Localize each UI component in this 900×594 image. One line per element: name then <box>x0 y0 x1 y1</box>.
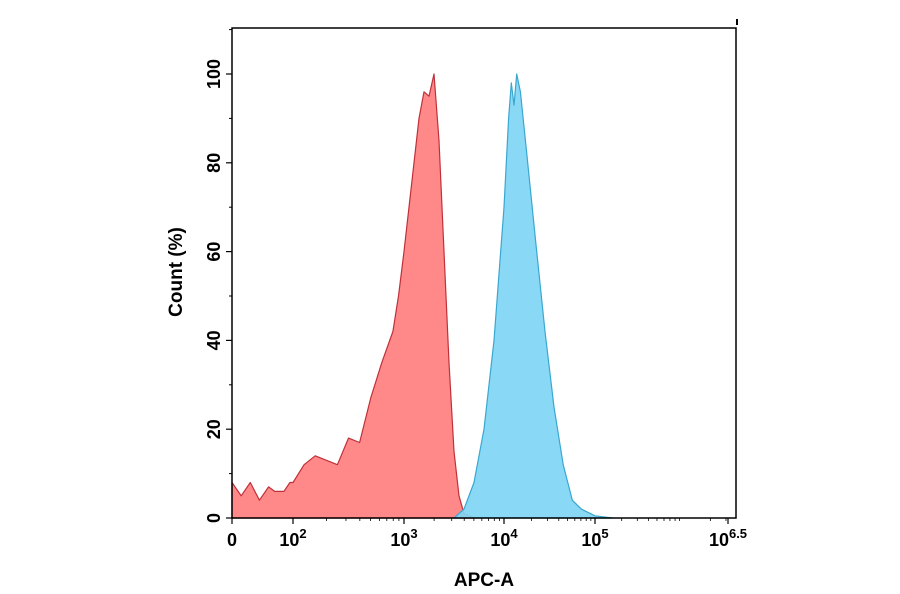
y-axis-title: Count (%) <box>166 227 187 317</box>
y-tick-label: 40 <box>204 330 224 350</box>
y-tick-label: 60 <box>204 242 224 262</box>
x-tick-label: 103 <box>390 526 417 550</box>
y-tick-label: 100 <box>204 59 224 89</box>
x-axis-title: APC-A <box>454 570 514 591</box>
y-tick-label: 80 <box>204 153 224 173</box>
x-tick-label: 106.5 <box>709 526 747 550</box>
x-tick-label: 102 <box>279 526 306 550</box>
plot-frame <box>231 27 737 519</box>
y-tick-label: 0 <box>204 513 224 523</box>
histogram-blue <box>453 73 614 519</box>
x-tick-label: 104 <box>490 526 518 550</box>
histogram-red <box>231 73 475 519</box>
histogram-series <box>231 73 614 519</box>
x-axis: 0 102 103 104 105 106.5 <box>227 518 747 550</box>
x-tick-label: 0 <box>227 530 237 550</box>
y-axis: 0 20 40 60 80 100 <box>204 29 232 523</box>
x-tick-label: 105 <box>581 526 608 550</box>
corner-mark <box>736 19 738 25</box>
y-tick-label: 20 <box>204 419 224 439</box>
